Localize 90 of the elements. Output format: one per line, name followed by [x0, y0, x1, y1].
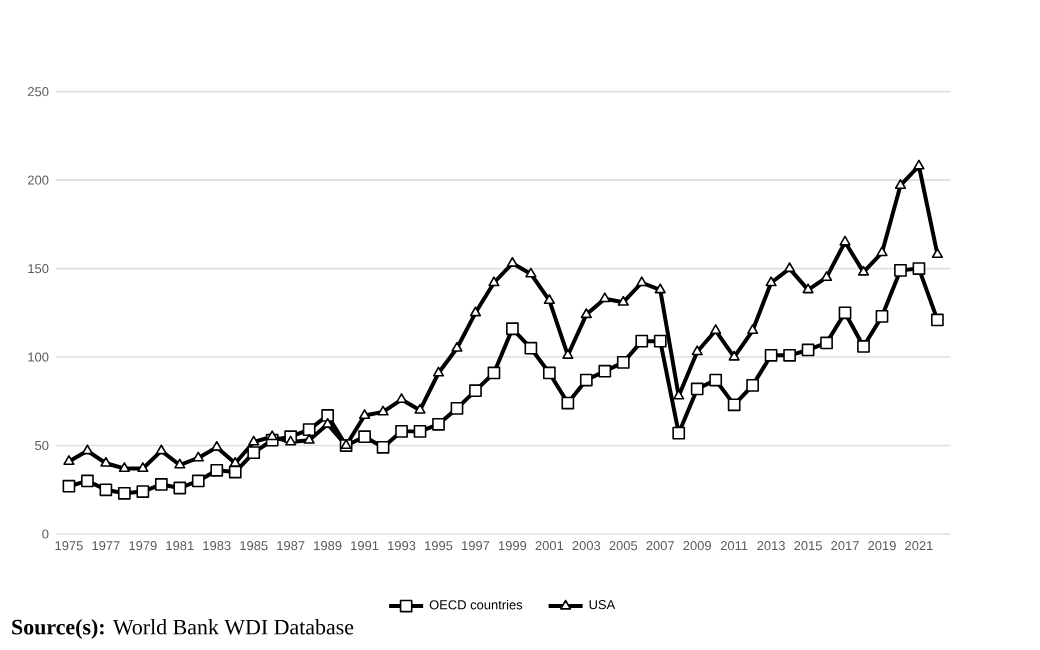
point — [524, 341, 538, 355]
point — [376, 440, 390, 454]
point — [506, 322, 519, 336]
point — [414, 403, 426, 414]
point — [857, 265, 870, 276]
point — [728, 350, 740, 361]
point — [155, 444, 167, 455]
point — [229, 456, 241, 467]
point — [727, 398, 741, 412]
point — [801, 343, 815, 357]
point — [413, 425, 427, 438]
point — [450, 402, 464, 415]
point — [857, 340, 870, 353]
point — [248, 435, 260, 446]
point — [838, 306, 852, 320]
point — [820, 271, 833, 282]
point — [81, 474, 94, 488]
point — [377, 405, 389, 416]
point — [266, 430, 278, 441]
point — [63, 455, 75, 466]
point — [876, 246, 888, 257]
point — [894, 179, 907, 190]
point — [469, 384, 482, 398]
point — [488, 276, 500, 287]
point — [174, 458, 186, 469]
point — [525, 267, 537, 278]
point — [783, 348, 796, 362]
point — [285, 435, 297, 446]
point — [747, 324, 759, 335]
point — [432, 366, 445, 377]
point — [783, 262, 796, 273]
point — [358, 409, 371, 420]
point — [191, 474, 205, 488]
point — [228, 465, 242, 479]
point — [247, 446, 261, 459]
point — [894, 263, 907, 277]
point — [118, 462, 130, 473]
point — [192, 451, 204, 462]
point — [579, 373, 593, 387]
point — [81, 444, 94, 455]
point — [710, 324, 722, 335]
point — [598, 364, 612, 378]
point — [100, 456, 112, 467]
point — [302, 423, 316, 436]
point — [636, 276, 648, 287]
point — [653, 334, 667, 348]
point — [210, 463, 224, 477]
point — [580, 308, 592, 319]
point — [173, 481, 187, 495]
point — [690, 382, 704, 396]
point — [99, 483, 113, 497]
point — [691, 345, 703, 356]
point — [635, 334, 649, 348]
point — [136, 485, 150, 498]
point — [672, 426, 686, 440]
point — [395, 425, 408, 438]
point — [469, 306, 482, 317]
point — [875, 309, 889, 323]
point — [709, 373, 723, 387]
point — [432, 417, 445, 431]
point — [912, 262, 926, 275]
point — [451, 341, 463, 352]
point — [211, 440, 223, 451]
point — [913, 159, 925, 170]
point — [931, 313, 944, 327]
point — [322, 417, 334, 428]
point — [358, 430, 371, 444]
point — [839, 235, 851, 246]
point — [802, 283, 814, 294]
point — [543, 294, 555, 305]
point — [599, 292, 611, 303]
point — [765, 276, 777, 287]
point — [487, 366, 501, 380]
point — [542, 366, 556, 380]
point — [820, 336, 833, 350]
text: Source(s): World Bank WDI Database — [12, 619, 354, 639]
point — [764, 348, 778, 362]
point — [62, 479, 76, 493]
point — [561, 396, 575, 410]
point — [654, 283, 666, 294]
point — [321, 409, 335, 422]
point — [303, 433, 315, 444]
point — [137, 462, 149, 473]
point — [562, 348, 574, 359]
point — [117, 486, 131, 500]
point — [931, 248, 944, 259]
point — [746, 379, 760, 392]
point — [154, 478, 168, 491]
point — [617, 295, 629, 306]
point — [616, 356, 630, 369]
